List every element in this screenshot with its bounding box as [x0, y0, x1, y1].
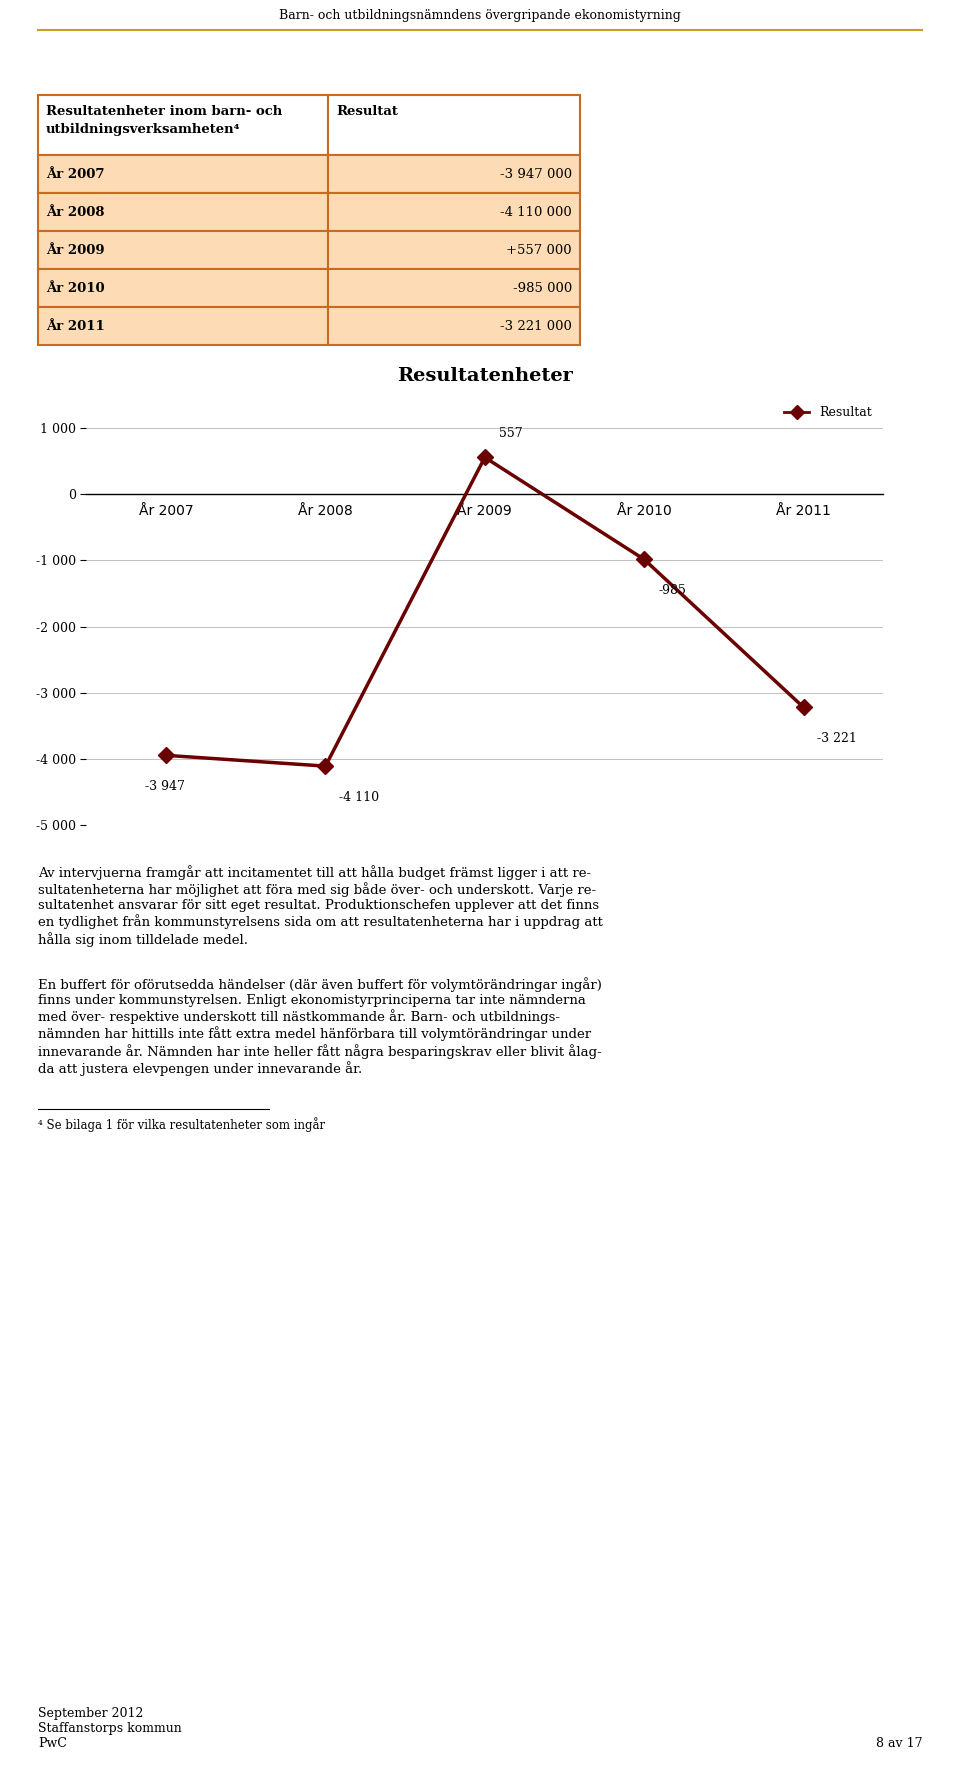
Bar: [328, 231, 580, 268]
Text: Barn- och utbildningsnämndens övergripande ekonomistyrning: Barn- och utbildningsnämndens övergripan…: [279, 9, 681, 21]
Text: +557 000: +557 000: [506, 244, 572, 256]
Text: ⁴ Se bilaga 1 för vilka resultatenheter som ingår: ⁴ Se bilaga 1 för vilka resultatenheter …: [38, 1117, 325, 1133]
Text: År 2011: År 2011: [46, 320, 105, 332]
Text: Resultat: Resultat: [336, 105, 397, 117]
Text: -3 947: -3 947: [145, 781, 185, 793]
Text: -3 221: -3 221: [817, 733, 857, 745]
Bar: [38, 155, 328, 194]
Bar: [38, 94, 328, 155]
Text: September 2012
Staffanstorps kommun
PwC: September 2012 Staffanstorps kommun PwC: [38, 1707, 181, 1750]
Legend: Resultat: Resultat: [780, 402, 876, 425]
Bar: [328, 94, 580, 155]
Text: År 2009: År 2009: [46, 244, 105, 256]
Bar: [328, 308, 580, 345]
Text: År 2008: År 2008: [46, 206, 105, 219]
Bar: [328, 155, 580, 194]
Bar: [328, 194, 580, 231]
Text: -985: -985: [658, 585, 686, 597]
Text: -3 947 000: -3 947 000: [500, 167, 572, 181]
Text: År 2010: År 2010: [46, 281, 105, 295]
Text: -4 110 000: -4 110 000: [500, 206, 572, 219]
Bar: [38, 231, 328, 268]
Text: utbildningsverksamheten⁴: utbildningsverksamheten⁴: [46, 123, 241, 135]
Bar: [38, 308, 328, 345]
Bar: [38, 194, 328, 231]
Text: Av intervjuerna framgår att incitamentet till att hålla budget främst ligger i a: Av intervjuerna framgår att incitamentet…: [38, 866, 603, 946]
Text: 557: 557: [498, 427, 522, 439]
Text: -4 110: -4 110: [339, 791, 379, 804]
Bar: [328, 268, 580, 308]
Bar: [38, 268, 328, 308]
Text: 8 av 17: 8 av 17: [876, 1737, 922, 1750]
Text: -985 000: -985 000: [513, 281, 572, 295]
Text: -3 221 000: -3 221 000: [500, 320, 572, 332]
Text: År 2007: År 2007: [46, 167, 105, 181]
Title: Resultatenheter: Resultatenheter: [396, 366, 573, 386]
Text: Resultatenheter inom barn- och: Resultatenheter inom barn- och: [46, 105, 282, 117]
Text: En buffert för oförutsedda händelser (där även buffert för volymtörändringar ing: En buffert för oförutsedda händelser (dä…: [38, 976, 602, 1076]
